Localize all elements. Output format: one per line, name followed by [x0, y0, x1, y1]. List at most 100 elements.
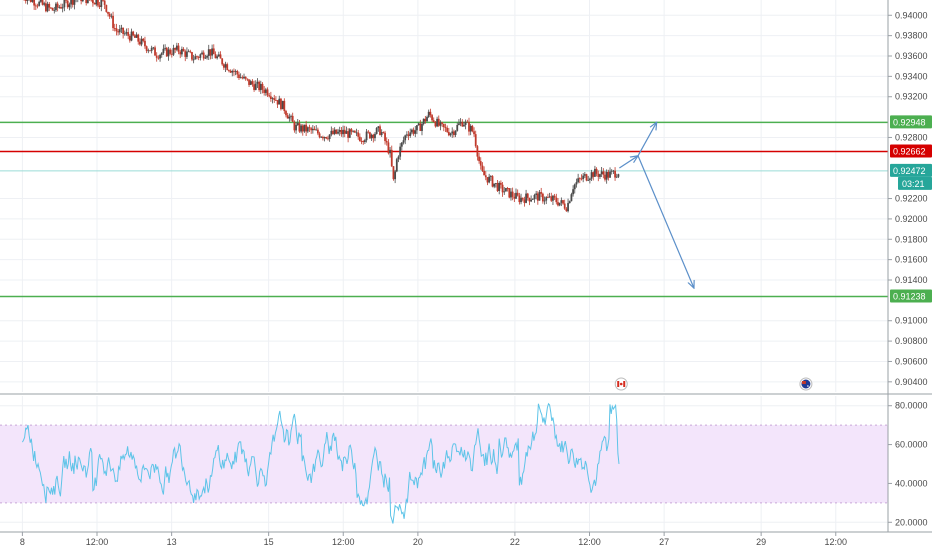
candle-body: [140, 38, 143, 45]
price-series: [23, 0, 620, 213]
candle-body: [461, 121, 464, 127]
candle-body: [562, 200, 564, 204]
candle-body: [535, 193, 538, 195]
candle-body: [463, 124, 465, 127]
flag-union: [801, 381, 806, 384]
candle-body: [350, 129, 353, 132]
candle-body: [273, 98, 276, 101]
candle-body: [489, 176, 492, 177]
candle-body: [493, 183, 496, 187]
candle-body: [261, 83, 264, 90]
candle-body: [280, 98, 282, 110]
level-lines: [0, 121, 888, 298]
candle-body: [327, 138, 329, 140]
candle-body: [251, 81, 254, 85]
candle-body: [306, 127, 309, 132]
candle-body: [63, 0, 66, 8]
candle-body: [599, 174, 601, 177]
candle-body: [239, 77, 242, 79]
forecast-arrow: [637, 155, 694, 288]
candle-body: [486, 177, 489, 183]
candle-body: [513, 196, 516, 199]
candle-body: [147, 50, 150, 52]
candle-body: [112, 15, 114, 28]
canada-flag-icon: [614, 377, 628, 391]
candle-body: [308, 127, 311, 129]
candle-body: [216, 56, 219, 59]
candle-body: [332, 130, 334, 135]
candle-body: [587, 179, 590, 181]
candle-body: [456, 124, 459, 131]
candle-body: [92, 0, 94, 4]
candle-body: [276, 100, 279, 105]
candle-body: [442, 123, 445, 128]
time-tick-label: 12:00: [332, 537, 355, 547]
candle-body: [505, 188, 507, 192]
price-grid: [0, 0, 888, 392]
candle-body: [464, 121, 467, 125]
time-tick-label: 12:00: [824, 537, 847, 547]
candle-body: [325, 137, 328, 139]
candle-body: [231, 70, 234, 73]
candle-body: [201, 52, 203, 55]
candle-body: [494, 183, 497, 184]
candle-body: [335, 129, 338, 134]
candle-body: [357, 132, 360, 137]
candle-body: [468, 121, 470, 132]
candle-body: [310, 128, 313, 131]
candle-body: [55, 3, 57, 11]
candle-body: [86, 0, 89, 4]
candle-body: [404, 135, 407, 141]
candle-body: [236, 70, 239, 75]
candle-body: [548, 196, 551, 198]
candle-body: [254, 83, 257, 90]
candle-body: [170, 53, 173, 55]
time-tick-label: 29: [756, 537, 766, 547]
candle-body: [550, 196, 553, 201]
candle-body: [530, 199, 533, 202]
candle-body: [385, 140, 388, 143]
candle-body: [197, 56, 200, 58]
time-tick-label: 22: [510, 537, 520, 547]
price-tick-label: 0.91400: [895, 275, 928, 285]
candle-body: [607, 171, 610, 178]
candle-body: [29, 0, 32, 2]
candle-body: [516, 192, 519, 196]
candle-body: [288, 116, 291, 119]
candle-body: [296, 123, 299, 125]
candle-body: [211, 48, 214, 56]
candle-body: [375, 128, 378, 134]
candle-body: [615, 176, 618, 178]
candle-body: [38, 1, 41, 6]
candle-body: [135, 34, 138, 38]
candle-body: [172, 47, 175, 55]
candle-body: [189, 51, 192, 53]
candle-body: [184, 51, 187, 57]
candle-body: [353, 130, 356, 133]
candle-body: [300, 125, 302, 132]
candle-body: [241, 77, 244, 79]
candle-body: [397, 156, 400, 160]
candle-body: [417, 123, 420, 126]
candle-body: [226, 64, 229, 71]
level-tag: [890, 144, 932, 158]
candle-body: [133, 35, 136, 38]
candle-body: [85, 0, 88, 4]
candle-body: [44, 3, 47, 12]
candle-body: [337, 131, 339, 134]
candle-body: [281, 100, 284, 110]
price-axis-ticks: 0.94000 0.93800 0.93600 0.93400 0.93200 0.928…: [888, 10, 928, 387]
candle-body: [439, 122, 442, 126]
candle-body: [474, 134, 477, 147]
flag-star: [807, 385, 809, 387]
candle-body: [479, 161, 482, 166]
candle-body: [46, 3, 49, 12]
candle-body: [333, 129, 336, 135]
rsi-tick-label: 60.0000: [895, 440, 928, 450]
candle-body: [167, 49, 170, 57]
candle-body: [503, 191, 506, 193]
candle-body: [214, 54, 217, 59]
candle-body: [233, 70, 235, 72]
candle-body: [447, 131, 450, 136]
